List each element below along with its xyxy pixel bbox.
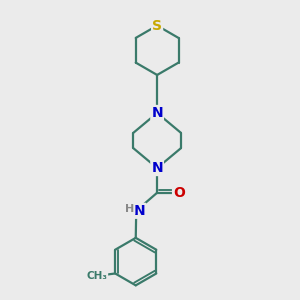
Text: CH₃: CH₃ bbox=[87, 271, 108, 281]
Text: O: O bbox=[173, 186, 185, 200]
Text: S: S bbox=[152, 19, 162, 33]
Text: N: N bbox=[151, 161, 163, 175]
Text: N: N bbox=[134, 204, 146, 218]
Text: H: H bbox=[125, 204, 135, 214]
Text: N: N bbox=[151, 106, 163, 120]
